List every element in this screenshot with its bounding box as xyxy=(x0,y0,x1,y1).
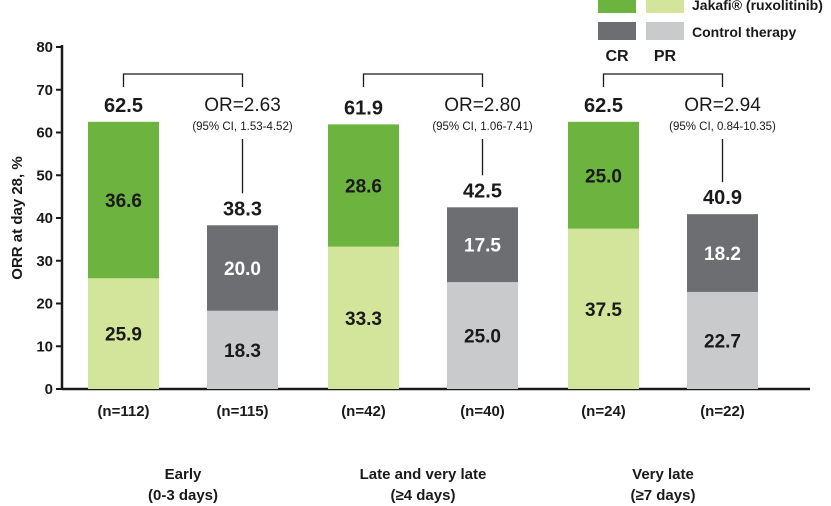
cr-value-label: 20.0 xyxy=(224,259,261,280)
bar-pr-segment xyxy=(568,228,639,389)
group-label-line2: (≥4 days) xyxy=(391,487,456,504)
y-tick-label: 60 xyxy=(36,125,53,142)
y-tick-label: 70 xyxy=(36,82,53,99)
y-tick-label: 40 xyxy=(36,210,53,227)
y-tick-label: 80 xyxy=(36,39,53,56)
sample-size-label: (n=24) xyxy=(581,403,626,420)
sample-size-label: (n=22) xyxy=(700,403,745,420)
legend-swatch-control-cr xyxy=(598,22,636,40)
sample-size-label: (n=112) xyxy=(97,403,149,420)
y-tick-label: 30 xyxy=(36,253,53,270)
sample-size-label: (n=115) xyxy=(216,403,268,420)
legend-column-pr: PR xyxy=(654,48,677,65)
odds-ratio-label: OR=2.94 xyxy=(684,95,761,116)
group-label-line2: (0-3 days) xyxy=(148,487,218,504)
comparison-bracket xyxy=(362,73,484,87)
odds-ratio-label: OR=2.80 xyxy=(444,95,521,116)
annotations: OR=2.63 (95% CI, 1.53-4.52) OR=2.80 (95% CI… xyxy=(122,73,776,194)
y-tick-label: 0 xyxy=(45,381,53,398)
pr-value-label: 25.0 xyxy=(464,327,501,348)
pr-value-label: 33.3 xyxy=(345,309,382,330)
cr-value-label: 17.5 xyxy=(464,236,501,257)
pr-value-label: 37.5 xyxy=(585,300,622,321)
labels: 25.9 36.6 62.5 (n=112) 18.3 20.0 38.3 (n=115) Ea… xyxy=(97,95,744,504)
group-label-line1: Late and very late xyxy=(360,466,487,483)
bars xyxy=(88,121,758,389)
group-label-line1: Very late xyxy=(632,466,694,483)
total-value-label: 42.5 xyxy=(463,180,502,202)
total-value-label: 40.9 xyxy=(703,187,742,209)
bar-cr-segment xyxy=(687,214,758,292)
y-axis-title: ORR at day 28, % xyxy=(9,156,26,279)
y-tick-label: 50 xyxy=(36,167,53,184)
sample-size-label: (n=42) xyxy=(341,403,386,420)
bar-cr-segment xyxy=(568,121,639,229)
legend-swatch-jakafi-cr xyxy=(598,0,636,13)
legend-column-cr: CR xyxy=(605,48,629,65)
bar-cr-segment xyxy=(207,225,278,311)
cr-value-label: 25.0 xyxy=(585,166,622,187)
total-value-label: 62.5 xyxy=(584,95,623,117)
bar-pr-segment xyxy=(687,291,758,389)
bar-cr-segment xyxy=(447,207,518,283)
pr-value-label: 18.3 xyxy=(224,341,261,362)
legend-label-control: Control therapy xyxy=(692,24,796,40)
y-tick-label: 10 xyxy=(36,338,53,355)
total-value-label: 62.5 xyxy=(104,95,143,117)
legend-swatch-control-pr xyxy=(646,22,684,40)
cr-value-label: 36.6 xyxy=(105,191,142,212)
confidence-interval-label: (95% CI, 0.84-10.35) xyxy=(669,121,776,133)
cr-value-label: 28.6 xyxy=(345,177,382,198)
pr-value-label: 22.7 xyxy=(704,331,741,352)
total-value-label: 61.9 xyxy=(344,97,383,119)
y-tick-label: 20 xyxy=(36,296,53,313)
confidence-interval-label: (95% CI, 1.53-4.52) xyxy=(192,121,293,133)
total-value-label: 38.3 xyxy=(223,198,262,220)
pr-value-label: 25.9 xyxy=(105,325,142,346)
legend: Jakafi® (ruxolitinib) Control therapy CR PR xyxy=(598,0,823,65)
bar-pr-segment xyxy=(328,246,399,389)
bar-cr-segment xyxy=(88,121,159,279)
axes: 0 10 20 30 40 50 60 70 80 ORR at day 28, % xyxy=(9,39,810,398)
bar-pr-segment xyxy=(207,310,278,389)
legend-label-jakafi: Jakafi® (ruxolitinib) xyxy=(692,0,823,13)
sample-size-label: (n=40) xyxy=(460,403,505,420)
bar-pr-segment xyxy=(88,278,159,389)
bar-cr-segment xyxy=(328,124,399,247)
cr-value-label: 18.2 xyxy=(704,244,741,265)
comparison-bracket xyxy=(602,73,724,87)
bar-pr-segment xyxy=(447,282,518,389)
confidence-interval-label: (95% CI, 1.06-7.41) xyxy=(432,121,533,133)
group-label-line2: (≥7 days) xyxy=(631,487,696,504)
legend-swatch-jakafi-pr xyxy=(646,0,684,13)
comparison-bracket xyxy=(122,73,244,87)
odds-ratio-label: OR=2.63 xyxy=(204,95,281,116)
group-label-line1: Early xyxy=(165,466,202,483)
